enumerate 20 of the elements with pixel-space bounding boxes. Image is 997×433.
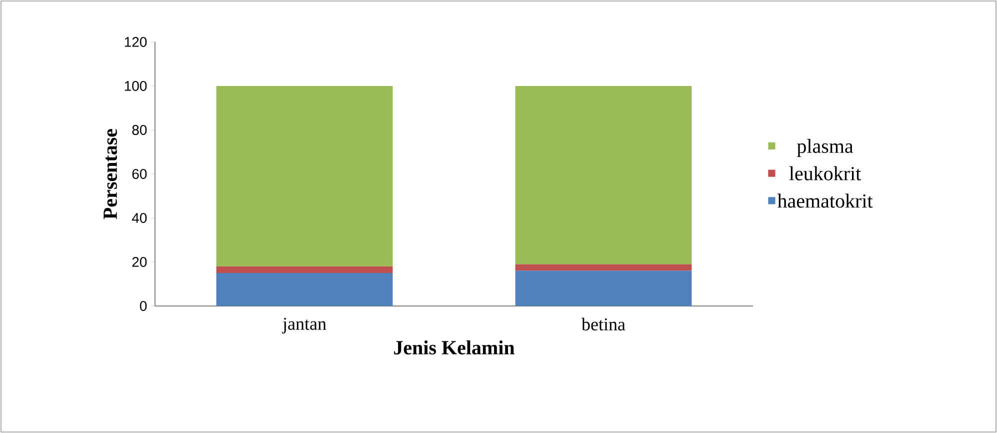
bar: [216, 266, 393, 273]
bar: [216, 86, 393, 266]
bar: [515, 264, 692, 271]
bar: [216, 272, 393, 306]
y-tick-label: 60: [132, 169, 147, 179]
legend-label: haematokrit: [777, 194, 873, 208]
legend-label: leukokrit: [789, 166, 862, 180]
y-axis-title: Persentase: [104, 128, 117, 220]
y-tick-label: 120: [124, 37, 147, 47]
x-tick-label: jantan: [282, 318, 326, 334]
x-tick-label: betina: [582, 318, 626, 330]
y-tick-label: 40: [132, 213, 147, 223]
bar: [515, 270, 692, 306]
legend-label: plasma: [797, 138, 854, 158]
y-tick-label: 0: [140, 301, 147, 311]
bar: [515, 86, 692, 264]
y-tick-label: 100: [124, 81, 147, 91]
y-tick-label: 20: [132, 257, 147, 267]
y-tick-label: 80: [132, 125, 147, 135]
x-axis-title: Jenis Kelamin: [394, 340, 515, 354]
